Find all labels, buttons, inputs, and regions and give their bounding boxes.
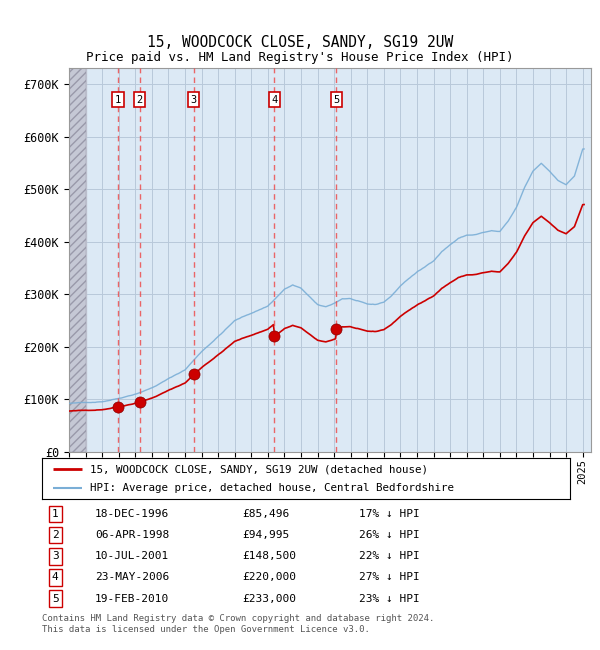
Text: 19-FEB-2010: 19-FEB-2010 (95, 593, 169, 603)
Text: 06-APR-1998: 06-APR-1998 (95, 530, 169, 540)
Text: 15, WOODCOCK CLOSE, SANDY, SG19 2UW (detached house): 15, WOODCOCK CLOSE, SANDY, SG19 2UW (det… (89, 464, 428, 474)
Text: Price paid vs. HM Land Registry's House Price Index (HPI): Price paid vs. HM Land Registry's House … (86, 51, 514, 64)
Text: 4: 4 (52, 573, 59, 582)
Text: 26% ↓ HPI: 26% ↓ HPI (359, 530, 419, 540)
Text: 2: 2 (52, 530, 59, 540)
Text: 10-JUL-2001: 10-JUL-2001 (95, 551, 169, 562)
Text: 5: 5 (333, 95, 340, 105)
Text: 22% ↓ HPI: 22% ↓ HPI (359, 551, 419, 562)
Text: £233,000: £233,000 (242, 593, 296, 603)
Text: 18-DEC-1996: 18-DEC-1996 (95, 510, 169, 519)
Text: 27% ↓ HPI: 27% ↓ HPI (359, 573, 419, 582)
Text: 3: 3 (190, 95, 197, 105)
Text: 23% ↓ HPI: 23% ↓ HPI (359, 593, 419, 603)
Bar (69, 68, 86, 452)
Text: 5: 5 (52, 593, 59, 603)
Text: £148,500: £148,500 (242, 551, 296, 562)
Text: 4: 4 (271, 95, 277, 105)
Text: £94,995: £94,995 (242, 530, 290, 540)
Text: Contains HM Land Registry data © Crown copyright and database right 2024.
This d: Contains HM Land Registry data © Crown c… (42, 614, 434, 634)
Text: 23-MAY-2006: 23-MAY-2006 (95, 573, 169, 582)
Text: 1: 1 (52, 510, 59, 519)
Text: 17% ↓ HPI: 17% ↓ HPI (359, 510, 419, 519)
Text: 1: 1 (115, 95, 121, 105)
Text: 3: 3 (52, 551, 59, 562)
Text: £85,496: £85,496 (242, 510, 290, 519)
Text: 15, WOODCOCK CLOSE, SANDY, SG19 2UW: 15, WOODCOCK CLOSE, SANDY, SG19 2UW (147, 34, 453, 50)
Text: 2: 2 (137, 95, 143, 105)
Text: £220,000: £220,000 (242, 573, 296, 582)
Text: HPI: Average price, detached house, Central Bedfordshire: HPI: Average price, detached house, Cent… (89, 484, 454, 493)
Bar (69, 68, 86, 452)
